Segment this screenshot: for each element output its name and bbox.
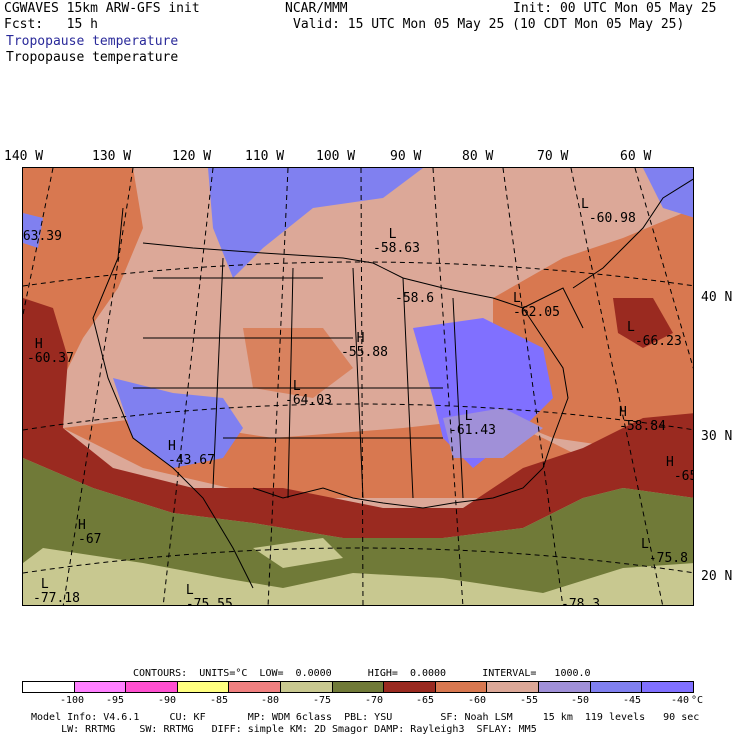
low-center: L -75.55 (178, 583, 233, 606)
legend-label: -85 (210, 695, 229, 706)
lon-label: 100 W (316, 149, 356, 164)
legend-label: -55 (520, 695, 539, 706)
partial-value: -78.3 (561, 597, 601, 606)
legend-swatch (332, 682, 385, 692)
map-canvas (23, 168, 693, 605)
field-lavender-east (443, 408, 543, 458)
legend-swatch (384, 682, 436, 692)
lon-label: 60 W (620, 149, 652, 164)
valid-time: Valid: 15 UTC Mon 05 May 25 (10 CDT Mon … (293, 17, 685, 32)
legend-swatch (177, 682, 230, 692)
field-olive-band (23, 458, 693, 605)
tropopause-temperature-map: L -58.63 L -60.98 L -62.05 L -66.23 L -64.0… (22, 167, 694, 606)
legend-label: -65 (416, 695, 435, 706)
field-light-olive (23, 548, 693, 605)
high-center: H -65 (666, 455, 693, 484)
legend-swatch (23, 682, 75, 692)
field-darkred-band (23, 298, 693, 538)
legend-label: -40 (671, 695, 690, 706)
legend-swatch (435, 682, 488, 692)
legend-label: -100 (60, 695, 85, 706)
field-orange-plains (243, 328, 353, 398)
high-center: H -58.84 (619, 405, 666, 434)
low-center: L -61.43 (449, 409, 496, 438)
field-blue-north (208, 168, 423, 278)
coastlines-borders (92, 178, 693, 589)
legend-label: -80 (261, 695, 280, 706)
organization: NCAR/MMM (285, 1, 348, 16)
color-legend-bar (22, 681, 694, 693)
legend-swatch (590, 682, 643, 692)
low-center: L -64.03 (285, 379, 332, 408)
lon-label: 90 W (390, 149, 422, 164)
lon-label: 120 W (172, 149, 212, 164)
legend-label: -90 (158, 695, 177, 706)
legend-label: -45 (623, 695, 642, 706)
lat-label: 40 N (701, 290, 733, 305)
lat-label: 30 N (701, 429, 733, 444)
lon-label: 80 W (462, 149, 494, 164)
legend-swatch (487, 682, 540, 692)
legend-label: -60 (468, 695, 487, 706)
high-center: H -55.88 (341, 331, 388, 360)
field-blue-west (113, 378, 243, 468)
low-center: L -60.98 (581, 197, 636, 226)
legend-swatch (539, 682, 591, 692)
model-info-line2: LW: RRTMG SW: RRTMG DIFF: simple KM: 2D … (31, 724, 537, 735)
forecast-hour: Fcst: 15 h (4, 17, 98, 32)
partial-value: -63.39 (22, 229, 62, 244)
low-center: L -66.23 (627, 320, 682, 349)
init-time: Init: 00 UTC Mon 05 May 25 (513, 1, 717, 16)
legend-label: -95 (106, 695, 125, 706)
legend-swatch (126, 682, 178, 692)
model-info-line1: Model Info: V4.6.1 CU: KF MP: WDM 6class… (31, 712, 700, 723)
high-center: H -43.67 (168, 439, 215, 468)
lon-label: 140 W (4, 149, 44, 164)
legend-label: -70 (365, 695, 384, 706)
legend-swatch (229, 682, 282, 692)
lon-label: 130 W (92, 149, 132, 164)
field-darkred-atlantic (613, 298, 673, 348)
low-center: L -75.8 (641, 537, 688, 566)
high-center: H -67 (78, 518, 102, 547)
lon-label: 70 W (537, 149, 569, 164)
low-center: L -77.18 (33, 577, 80, 606)
partial-value: -58.6 (395, 291, 435, 306)
model-title: CGWAVES 15km ARW-GFS init (4, 1, 200, 16)
lat-label: 20 N (701, 569, 733, 584)
field-light-olive-2 (253, 538, 343, 568)
field-title: Tropopause temperature (6, 50, 179, 65)
legend-unit: °C (691, 695, 704, 706)
field-blue-northeast (643, 168, 693, 218)
low-center: L -58.63 (373, 227, 420, 256)
contour-info: CONTOURS: UNITS=°C LOW= 0.0000 HIGH= 0.0… (133, 668, 591, 679)
legend-label: -50 (571, 695, 590, 706)
field-title-blue: Tropopause temperature (6, 34, 179, 49)
low-center: L -62.05 (513, 291, 560, 320)
legend-swatch (642, 682, 693, 692)
legend-swatch (281, 682, 333, 692)
legend-label: -75 (313, 695, 332, 706)
high-center: H -60.37 (27, 337, 74, 366)
legend-swatch (74, 682, 127, 692)
lon-label: 110 W (245, 149, 285, 164)
